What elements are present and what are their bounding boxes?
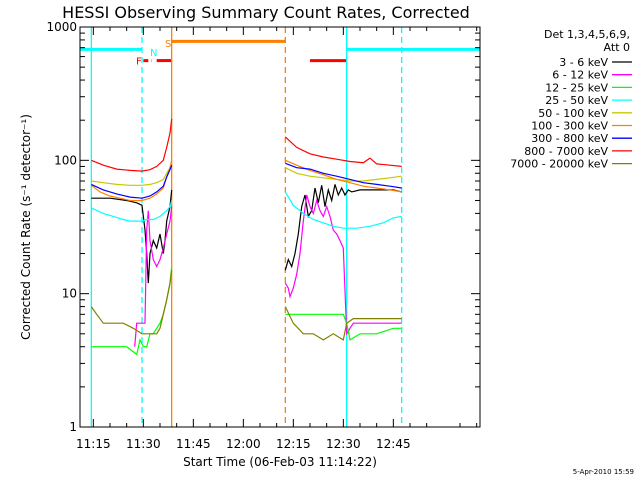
legend-label-0: 3 - 6 keV bbox=[559, 56, 608, 69]
x-tick-label-3: 12:00 bbox=[226, 437, 261, 451]
series-lines bbox=[90, 118, 402, 356]
series-0-segment-1 bbox=[284, 184, 402, 271]
series-3-segment-0 bbox=[91, 200, 173, 222]
x-tick-label-6: 12:45 bbox=[376, 437, 411, 451]
x-tick-label-4: 12:15 bbox=[276, 437, 311, 451]
legend-label-3: 25 - 50 keV bbox=[545, 94, 608, 107]
series-7-segment-1 bbox=[284, 136, 402, 167]
series-4-segment-0 bbox=[91, 163, 173, 186]
series-6 bbox=[91, 162, 402, 199]
y-tick-label-3: 1000 bbox=[46, 20, 77, 34]
series-4-segment-1 bbox=[285, 167, 402, 182]
plot-frame bbox=[79, 26, 481, 428]
y-tick-label-0: 1 bbox=[69, 420, 77, 434]
vertical-markers bbox=[90, 27, 403, 427]
legend-label-6: 300 - 800 keV bbox=[531, 132, 608, 145]
flag-bars: FNS bbox=[80, 39, 480, 68]
x-tick-label-1: 11:30 bbox=[126, 437, 161, 451]
flag-label-n: N bbox=[150, 48, 157, 59]
x-tick-label-5: 12:30 bbox=[326, 437, 361, 451]
series-7 bbox=[91, 118, 402, 172]
plot-area bbox=[80, 27, 480, 427]
x-tick-label-2: 11:45 bbox=[176, 437, 211, 451]
legend-label-4: 50 - 100 keV bbox=[538, 107, 608, 120]
axes: 11:15 11:30 11:45 12:00 12:15 12:30 12:45 1 10 10… bbox=[46, 20, 481, 451]
series-0 bbox=[91, 184, 402, 284]
flag-label-s: S bbox=[165, 39, 171, 50]
x-axis-label: Start Time (06-Feb-03 11:14:22) bbox=[183, 455, 377, 469]
legend-label-5: 100 - 300 keV bbox=[531, 120, 608, 133]
series-3-segment-1 bbox=[284, 191, 402, 229]
legend-title-line-1: Det 1,3,4,5,6,9, bbox=[544, 28, 630, 41]
legend-title-line-2: Att 0 bbox=[604, 41, 630, 54]
date-stamp: 5-Apr-2010 15:59 bbox=[573, 468, 634, 476]
series-1 bbox=[134, 194, 402, 347]
series-8 bbox=[90, 270, 402, 341]
legend-label-7: 800 - 7000 keV bbox=[524, 145, 608, 158]
series-6-segment-1 bbox=[285, 162, 402, 189]
series-1-segment-1 bbox=[284, 194, 402, 336]
legend-label-8: 7000 - 20000 keV bbox=[510, 158, 608, 171]
y-axis-label: Corrected Count Rate (s⁻¹ detector⁻¹) bbox=[19, 114, 33, 340]
legend-label-2: 12 - 25 keV bbox=[545, 81, 608, 94]
chart-title: HESSI Observing Summary Count Rates, Cor… bbox=[62, 3, 470, 22]
series-0-segment-0 bbox=[91, 189, 173, 284]
y-tick-label-2: 100 bbox=[54, 153, 77, 167]
series-3 bbox=[91, 191, 402, 229]
x-tick-label-0: 11:15 bbox=[76, 437, 111, 451]
series-8-segment-0 bbox=[90, 270, 173, 335]
series-7-segment-0 bbox=[91, 118, 173, 172]
legend-label-1: 6 - 12 keV bbox=[552, 69, 608, 82]
series-1-segment-0 bbox=[134, 206, 173, 347]
y-tick-label-1: 10 bbox=[62, 287, 77, 301]
flag-label-f: F bbox=[136, 57, 142, 68]
series-4 bbox=[91, 163, 402, 186]
series-8-segment-1 bbox=[284, 306, 402, 341]
series-6-segment-0 bbox=[91, 164, 173, 199]
